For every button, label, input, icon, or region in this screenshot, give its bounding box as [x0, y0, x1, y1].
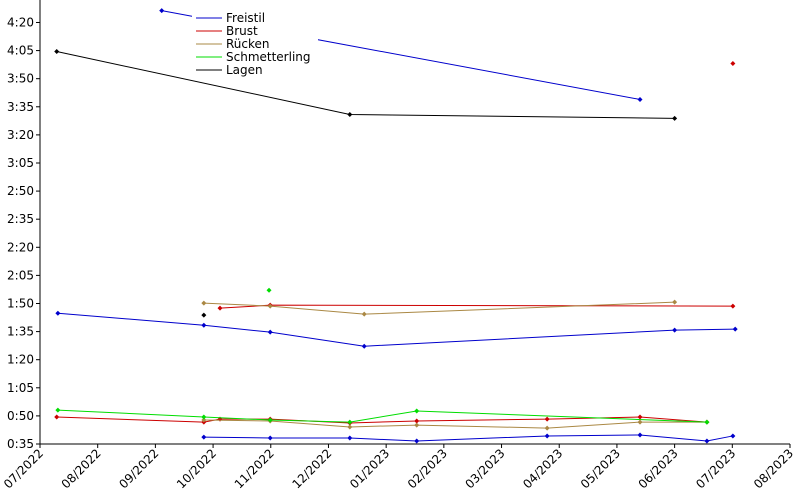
data-point [266, 287, 272, 293]
series-line [203, 434, 733, 442]
data-point [637, 414, 643, 420]
data-point [414, 422, 420, 428]
legend-label: Brust [226, 24, 258, 38]
x-tick-label: 08/2022 [59, 446, 104, 491]
data-point [544, 433, 550, 439]
data-point [201, 434, 207, 440]
x-tick-label: 07/2022 [1, 446, 46, 491]
data-point [730, 61, 736, 67]
x-tick-label: 05/2023 [578, 446, 623, 491]
data-point [54, 414, 60, 420]
y-tick-label: 2:20 [7, 240, 34, 254]
y-tick-label: 0:35 [7, 437, 34, 451]
y-tick-label: 2:50 [7, 184, 34, 198]
data-point [201, 414, 207, 420]
x-tick-label: 10/2022 [174, 446, 219, 491]
data-point [704, 419, 710, 425]
data-point [637, 96, 643, 102]
y-tick-label: 1:50 [7, 296, 34, 310]
series-line [57, 312, 736, 347]
data-point [361, 343, 367, 349]
y-tick-label: 1:20 [7, 353, 34, 367]
data-point [347, 111, 353, 117]
y-tick-label: 2:05 [7, 268, 34, 282]
x-tick-label: 09/2022 [116, 446, 161, 491]
data-point [267, 329, 273, 335]
x-tick-label: 02/2023 [405, 446, 450, 491]
data-point [159, 8, 165, 14]
data-point [201, 312, 207, 318]
data-point [267, 435, 273, 441]
y-tick-label: 1:05 [7, 381, 34, 395]
data-point [704, 438, 710, 444]
data-point [361, 311, 367, 317]
data-point [347, 435, 353, 441]
y-tick-label: 3:35 [7, 100, 34, 114]
data-point [637, 432, 643, 438]
legend-label: Rücken [226, 37, 270, 51]
y-tick-label: 1:35 [7, 325, 34, 339]
series-line [203, 301, 675, 315]
legend-label: Freistil [226, 11, 265, 25]
series-line [56, 51, 675, 119]
x-tick-label: 01/2023 [347, 446, 392, 491]
x-tick-label: 11/2022 [232, 446, 277, 491]
data-point [201, 417, 207, 423]
series-line [57, 409, 707, 423]
data-point [347, 419, 353, 425]
x-tick-label: 12/2022 [289, 446, 334, 491]
y-tick-label: 4:20 [7, 15, 34, 29]
data-point [217, 305, 223, 311]
data-point [732, 326, 738, 332]
data-point [637, 419, 643, 425]
data-point [414, 418, 420, 424]
x-tick-label: 03/2023 [463, 446, 508, 491]
data-point [54, 49, 60, 55]
data-point [730, 303, 736, 309]
data-point [414, 408, 420, 414]
y-tick-label: 0:50 [7, 409, 34, 423]
x-tick-label: 06/2023 [636, 446, 681, 491]
data-point [55, 407, 61, 413]
series-line [219, 304, 733, 309]
data-point [414, 438, 420, 444]
y-tick-label: 4:05 [7, 44, 34, 58]
data-point [672, 327, 678, 333]
data-point [55, 310, 61, 316]
data-point [267, 303, 273, 309]
y-tick-label: 3:50 [7, 72, 34, 86]
legend-label: Lagen [226, 63, 263, 77]
data-point [347, 424, 353, 430]
data-point [730, 433, 736, 439]
data-point [544, 416, 550, 422]
x-tick-label: 08/2023 [751, 446, 796, 491]
y-tick-label: 3:05 [7, 156, 34, 170]
data-point [267, 417, 273, 423]
data-point [672, 299, 678, 305]
data-point [544, 425, 550, 431]
x-tick-label: 04/2023 [520, 446, 565, 491]
legend-label: Schmetterling [226, 50, 311, 64]
x-tick-label: 07/2023 [693, 446, 738, 491]
y-tick-label: 2:35 [7, 212, 34, 226]
y-tick-label: 3:20 [7, 128, 34, 142]
data-point [201, 300, 207, 306]
data-point [201, 322, 207, 328]
series-line [203, 419, 707, 429]
data-point [672, 115, 678, 121]
